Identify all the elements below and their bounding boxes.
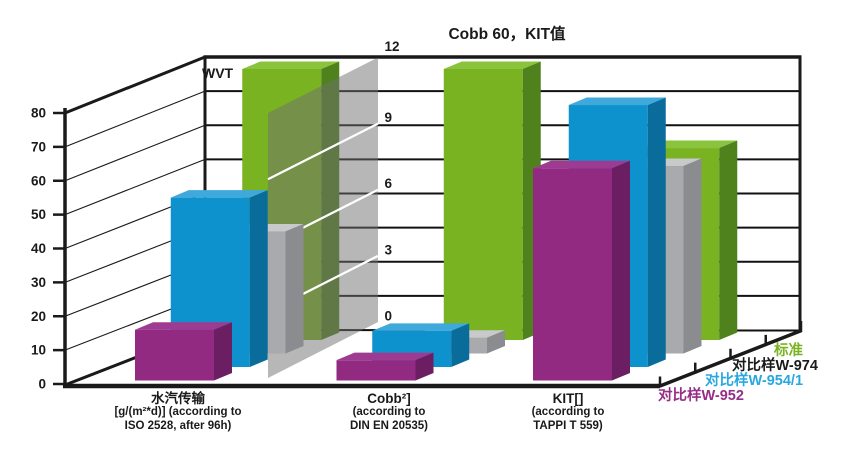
- bar-对比样W-954/1-cat0-side: [249, 190, 268, 367]
- right-axis-tick-label-9: 9: [385, 110, 393, 125]
- left-axis-tick-label-70: 70: [31, 139, 46, 154]
- legend-item-w974: 对比样W-974: [732, 358, 818, 374]
- legend-item-w952: 对比样W-952: [658, 388, 744, 404]
- category-subtitle: (according to: [352, 406, 426, 418]
- category-subtitle: [g/(m²*d)] (according to: [114, 406, 242, 418]
- right-axis-tick-label-6: 6: [385, 176, 393, 191]
- left-axis-tick-label-50: 50: [31, 207, 46, 222]
- left-axis-tick-label-10: 10: [31, 343, 46, 358]
- category-label-kit: KIT[] (according to TAPPI T 559): [438, 391, 698, 433]
- right-axis-tick-label-0: 0: [385, 309, 393, 324]
- category-subtitle: ISO 2528, after 96h): [124, 419, 232, 432]
- category-label-wvt: 水汽传输 [g/(m²*d)] (according to ISO 2528, …: [48, 391, 308, 433]
- category-subtitle: (according to: [531, 406, 605, 418]
- bar-标准-cat0-top: [242, 61, 340, 69]
- legend-item-w954-1: 对比样W-954/1: [705, 373, 804, 389]
- right-axis-tick-label-12: 12: [385, 39, 400, 54]
- bar-对比样W-974-cat2-side: [683, 158, 702, 354]
- bar-对比样W-954/1-cat1-top: [372, 323, 470, 331]
- category-label-cobb: Cobb²] (according to DIN EN 20535): [259, 391, 519, 433]
- bar-对比样W-952-cat1-side: [415, 352, 434, 381]
- left-axis-tick-label-20: 20: [31, 309, 46, 324]
- left-axis-tick-label-60: 60: [31, 173, 46, 188]
- bar-对比样W-952-cat0-top: [135, 322, 232, 330]
- bar-对比样W-954/1-cat2-top: [568, 97, 666, 106]
- left-wall-gridline: [64, 90, 206, 148]
- category-title: KIT[]: [552, 391, 584, 406]
- left-axis-tick-label-40: 40: [31, 241, 46, 256]
- bar-对比样W-954/1-cat0-top: [170, 190, 268, 198]
- bar-对比样W-954/1-cat2-side: [647, 97, 666, 368]
- left-axis-title: WVT: [202, 65, 234, 81]
- bar-对比样W-952-cat2-side: [612, 160, 630, 381]
- right-axis-panel-gridline: [267, 122, 379, 181]
- legend-item-standard: 标准: [774, 343, 803, 359]
- left-axis-tick-label-30: 30: [31, 275, 46, 290]
- left-wall-gridline: [64, 124, 206, 182]
- bar-对比样W-974-cat0-side: [285, 224, 304, 354]
- left-wall-top-edge: [64, 55, 206, 115]
- left-axis-tick-label-0: 0: [38, 377, 46, 392]
- chart-title: Cobb 60，KIT值: [448, 26, 566, 43]
- bar-对比样W-974-cat1-side: [487, 330, 505, 354]
- bar-对比样W-952-cat1-front: [336, 360, 416, 381]
- left-wall-gridline: [64, 158, 206, 216]
- left-axis-tick-label-80: 80: [31, 106, 46, 121]
- bar-对比样W-952-cat2-top: [533, 160, 630, 169]
- bar-对比样W-954/1-cat1-side: [451, 323, 470, 367]
- bar-对比样W-952-cat1-top: [336, 352, 434, 361]
- category-subtitle: DIN EN 20535): [350, 419, 428, 432]
- bar-对比样W-952-cat2-front: [533, 168, 612, 381]
- bar-对比样W-952-cat0-side: [214, 322, 232, 381]
- bar-标准-cat1-top: [443, 61, 541, 69]
- category-title: 水汽传输: [151, 391, 205, 406]
- right-axis-tick-label-3: 3: [385, 242, 393, 257]
- category-subtitle: TAPPI T 559): [533, 419, 603, 432]
- bar-标准-cat1-front: [443, 69, 523, 340]
- bar-标准-cat2-side: [719, 140, 738, 340]
- category-title: Cobb²]: [367, 391, 411, 406]
- bar-对比样W-952-cat0-front: [135, 329, 214, 381]
